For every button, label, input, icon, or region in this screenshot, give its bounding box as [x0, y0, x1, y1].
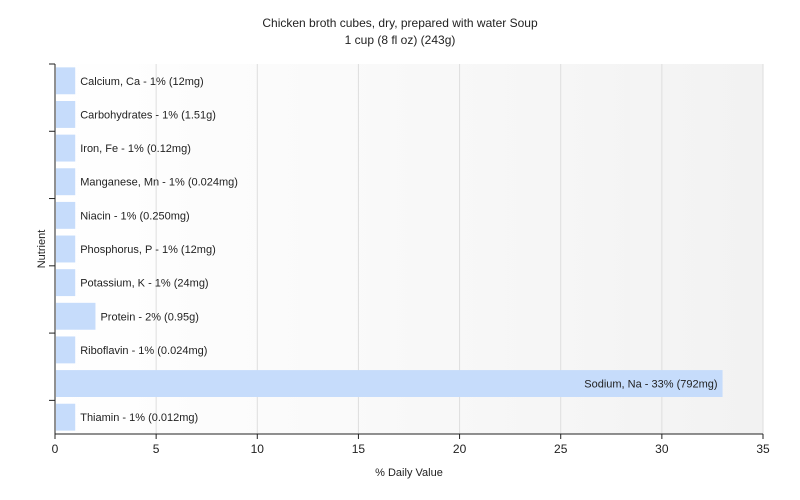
bar	[56, 336, 76, 364]
x-axis-label: % Daily Value	[375, 467, 443, 479]
bar-label: Manganese, Mn - 1% (0.024mg)	[80, 177, 238, 189]
bar	[56, 101, 76, 128]
bars: Calcium, Ca - 1% (12mg) Carbohydrates - 1…	[56, 67, 723, 431]
chart-title: Chicken broth cubes, dry, prepared with …	[262, 16, 538, 30]
axes	[54, 64, 763, 435]
bar-label: Carbohydrates - 1% (1.51g)	[80, 109, 216, 121]
bar-label: Iron, Fe - 1% (0.12mg)	[80, 143, 191, 155]
y-axis-label: Nutrient	[36, 230, 48, 269]
bar	[56, 235, 76, 263]
bar	[56, 370, 723, 397]
bar-label: Calcium, Ca - 1% (12mg)	[80, 76, 203, 88]
bar	[56, 201, 76, 229]
x-tick-label: 20	[453, 442, 467, 456]
bar-label: Potassium, K - 1% (24mg)	[80, 278, 208, 290]
bar-label: Niacin - 1% (0.250mg)	[80, 210, 189, 222]
x-tick-label: 35	[756, 442, 770, 456]
bar	[56, 67, 76, 95]
bar-label: Riboflavin - 1% (0.024mg)	[80, 345, 207, 357]
bar	[56, 302, 96, 330]
x-tick-label: 10	[251, 442, 265, 456]
bar	[56, 134, 76, 162]
bar	[56, 269, 76, 297]
bar-label: Thiamin - 1% (0.012mg)	[80, 412, 198, 424]
bar	[56, 168, 76, 196]
bar-label: Phosphorus, P - 1% (12mg)	[80, 244, 216, 256]
x-tick-label: 5	[153, 442, 160, 456]
x-tick-label: 15	[352, 442, 366, 456]
x-tick-label: 30	[655, 442, 669, 456]
bar-label: Protein - 2% (0.95g)	[100, 311, 198, 323]
bar	[56, 403, 76, 431]
x-tick-label: 0	[52, 442, 59, 456]
chart-subtitle: 1 cup (8 fl oz) (243g)	[345, 33, 456, 47]
bar-label: Sodium, Na - 33% (792mg)	[584, 379, 717, 391]
y-ticks	[49, 63, 55, 401]
x-ticks: 0 5 10 15 20 25 30 35	[52, 434, 770, 456]
x-tick-label: 25	[554, 442, 568, 456]
